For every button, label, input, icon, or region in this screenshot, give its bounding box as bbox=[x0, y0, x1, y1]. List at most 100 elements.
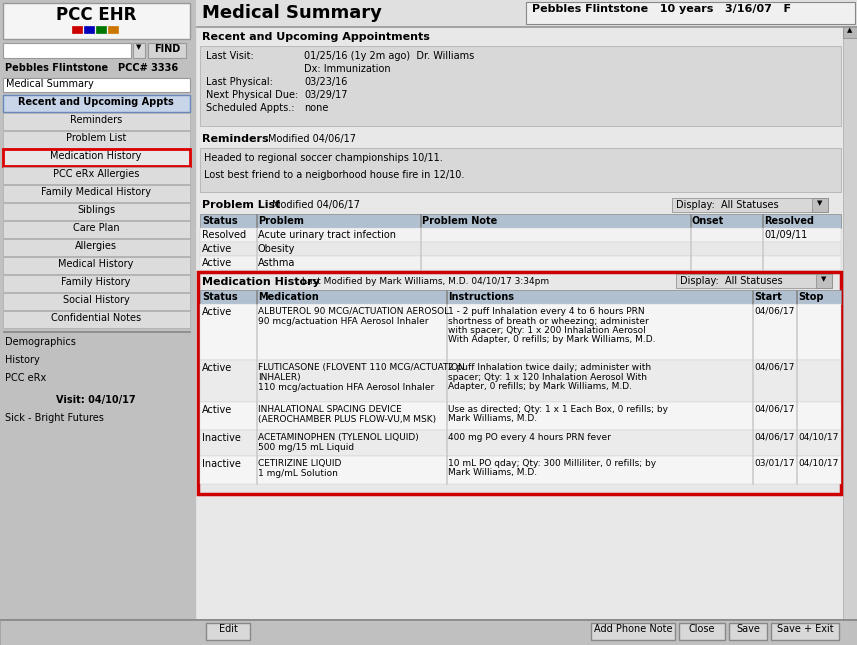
Text: 01/09/11: 01/09/11 bbox=[764, 230, 807, 240]
Bar bbox=[3, 167, 190, 184]
Bar bbox=[200, 256, 841, 270]
Bar bbox=[0, 619, 857, 620]
Bar bbox=[198, 272, 841, 494]
Bar bbox=[3, 331, 190, 332]
Bar bbox=[446, 456, 447, 484]
Bar bbox=[672, 198, 828, 212]
Bar bbox=[3, 221, 190, 238]
Text: Save: Save bbox=[736, 624, 760, 634]
Text: Demographics: Demographics bbox=[5, 337, 76, 347]
Bar bbox=[256, 228, 257, 242]
Text: Reminders: Reminders bbox=[202, 134, 268, 144]
Text: 1 mg/mL Solution: 1 mg/mL Solution bbox=[258, 469, 338, 478]
Bar bbox=[256, 456, 257, 484]
Text: 1 - 2 puff Inhalation every 4 to 6 hours PRN: 1 - 2 puff Inhalation every 4 to 6 hours… bbox=[448, 307, 644, 316]
Bar bbox=[3, 239, 190, 256]
Bar bbox=[200, 242, 841, 256]
Text: Recent and Upcoming Appointments: Recent and Upcoming Appointments bbox=[202, 32, 430, 42]
Text: Problem: Problem bbox=[258, 216, 304, 226]
Bar bbox=[3, 43, 131, 58]
Text: 03/29/17: 03/29/17 bbox=[304, 90, 347, 100]
Text: 04/06/17: 04/06/17 bbox=[754, 433, 794, 442]
Bar bbox=[676, 274, 832, 288]
Bar bbox=[3, 411, 190, 428]
Text: Siblings: Siblings bbox=[77, 205, 115, 215]
Bar bbox=[796, 430, 797, 456]
Bar bbox=[200, 214, 841, 228]
Bar bbox=[446, 290, 447, 304]
Text: Save + Exit: Save + Exit bbox=[776, 624, 833, 634]
Text: 400 mg PO every 4 hours PRN fever: 400 mg PO every 4 hours PRN fever bbox=[448, 433, 611, 442]
Text: INHALATIONAL SPACING DEVICE: INHALATIONAL SPACING DEVICE bbox=[258, 405, 402, 414]
Bar bbox=[446, 304, 447, 360]
Bar bbox=[796, 402, 797, 430]
Bar bbox=[690, 214, 691, 228]
Bar bbox=[679, 623, 725, 640]
Bar bbox=[256, 360, 257, 402]
Text: FLUTICASONE (FLOVENT 110 MCG/ACTUATION: FLUTICASONE (FLOVENT 110 MCG/ACTUATION bbox=[258, 363, 464, 372]
Text: Care Plan: Care Plan bbox=[73, 223, 119, 233]
Text: Medication: Medication bbox=[258, 292, 319, 302]
Bar bbox=[256, 304, 257, 360]
Text: Medication History: Medication History bbox=[202, 277, 320, 287]
Text: Lost best friend to a neigborhood house fire in 12/10.: Lost best friend to a neigborhood house … bbox=[204, 170, 464, 180]
Text: INHALER): INHALER) bbox=[258, 373, 301, 382]
Bar bbox=[256, 290, 257, 304]
Bar bbox=[3, 3, 190, 39]
Bar bbox=[690, 228, 691, 242]
Text: Problem List: Problem List bbox=[66, 133, 126, 143]
Text: Last Physical:: Last Physical: bbox=[206, 77, 273, 87]
Bar bbox=[3, 149, 190, 166]
Text: 03/01/17: 03/01/17 bbox=[754, 459, 794, 468]
Text: Confidential Notes: Confidential Notes bbox=[51, 313, 141, 323]
Bar bbox=[3, 78, 190, 92]
Bar bbox=[796, 290, 797, 304]
Bar bbox=[3, 293, 190, 310]
Bar bbox=[752, 360, 753, 402]
Text: Status: Status bbox=[202, 216, 237, 226]
Bar bbox=[446, 360, 447, 402]
Text: Adapter, 0 refills; by Mark Williams, M.D.: Adapter, 0 refills; by Mark Williams, M.… bbox=[448, 382, 632, 391]
Bar bbox=[843, 26, 857, 38]
Bar bbox=[200, 304, 841, 360]
Bar bbox=[762, 256, 763, 270]
Bar bbox=[3, 113, 190, 130]
Text: Social History: Social History bbox=[63, 295, 129, 305]
Bar bbox=[200, 360, 841, 402]
Text: Reminders: Reminders bbox=[70, 115, 123, 125]
Text: Pebbles Flintstone: Pebbles Flintstone bbox=[5, 63, 108, 73]
Text: spacer; Qty: 1 x 120 Inhalation Aerosol With: spacer; Qty: 1 x 120 Inhalation Aerosol … bbox=[448, 373, 647, 381]
Text: Acute urinary tract infection: Acute urinary tract infection bbox=[258, 230, 396, 240]
Bar bbox=[796, 304, 797, 360]
Text: ▼: ▼ bbox=[818, 200, 823, 206]
Text: Asthma: Asthma bbox=[258, 258, 296, 268]
Text: Display:  All Statuses: Display: All Statuses bbox=[676, 200, 779, 210]
Text: Edit: Edit bbox=[219, 624, 237, 634]
Bar bbox=[196, 26, 857, 27]
Bar bbox=[200, 402, 841, 430]
Text: ▼: ▼ bbox=[821, 276, 827, 282]
Bar bbox=[0, 619, 857, 645]
Text: none: none bbox=[304, 103, 328, 113]
Bar bbox=[420, 242, 421, 256]
Bar bbox=[3, 203, 190, 220]
Text: ALBUTEROL 90 MCG/ACTUATION AEROSOL: ALBUTEROL 90 MCG/ACTUATION AEROSOL bbox=[258, 307, 449, 316]
Text: Active: Active bbox=[202, 405, 232, 415]
Bar bbox=[752, 430, 753, 456]
Bar bbox=[729, 623, 767, 640]
Text: Close: Close bbox=[689, 624, 716, 634]
Text: CETIRIZINE LIQUID: CETIRIZINE LIQUID bbox=[258, 459, 341, 468]
Bar bbox=[812, 198, 828, 212]
Text: Instructions: Instructions bbox=[448, 292, 514, 302]
Bar bbox=[3, 311, 190, 328]
Text: Use as directed; Qty: 1 x 1 Each Box, 0 refills; by: Use as directed; Qty: 1 x 1 Each Box, 0 … bbox=[448, 405, 668, 414]
Text: PCC# 3336: PCC# 3336 bbox=[118, 63, 178, 73]
Bar bbox=[256, 402, 257, 430]
Text: 04/06/17: 04/06/17 bbox=[754, 307, 794, 316]
Text: Medical History: Medical History bbox=[58, 259, 134, 269]
Text: With Adapter, 0 refills; by Mark Williams, M.D.: With Adapter, 0 refills; by Mark William… bbox=[448, 335, 656, 344]
Text: Stop: Stop bbox=[798, 292, 824, 302]
Text: Mark Williams, M.D.: Mark Williams, M.D. bbox=[448, 415, 537, 424]
Bar bbox=[3, 353, 190, 370]
Text: FIND: FIND bbox=[154, 44, 180, 54]
